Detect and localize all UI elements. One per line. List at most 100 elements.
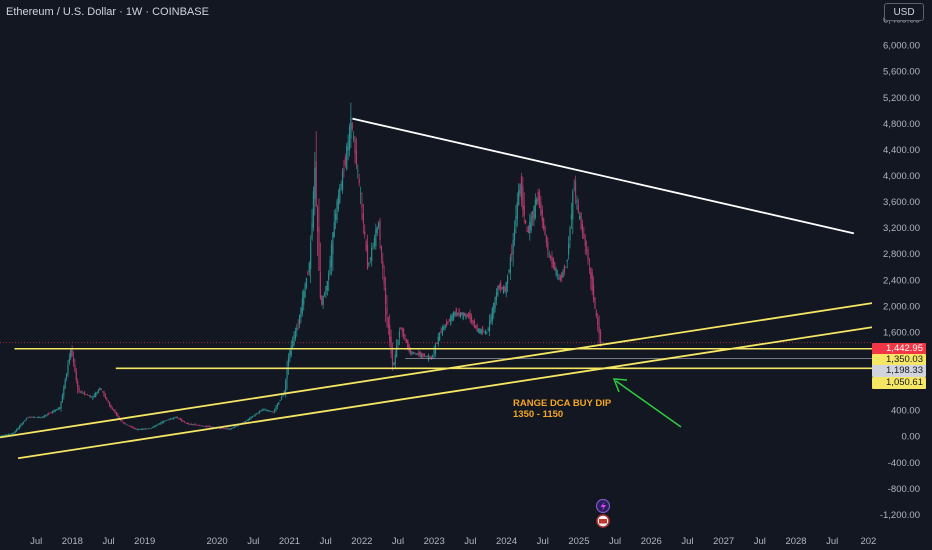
candle-body xyxy=(556,274,559,276)
candle-body xyxy=(179,418,181,421)
symbol-title: Ethereum / U.S. Dollar · 1W · COINBASE xyxy=(6,6,209,18)
candle-body xyxy=(362,212,364,224)
arrow-head xyxy=(612,378,628,393)
candle-body xyxy=(547,241,549,251)
candle-body xyxy=(454,312,456,317)
candle-body xyxy=(328,274,330,281)
candle-body xyxy=(9,434,11,435)
candle-body xyxy=(500,282,502,291)
candle-body xyxy=(339,187,341,203)
candle-body xyxy=(89,395,91,398)
candle-body xyxy=(143,428,145,430)
candle-body xyxy=(504,286,506,292)
candle-body xyxy=(88,395,90,397)
candle-body xyxy=(469,312,471,320)
currency-button[interactable]: USD xyxy=(884,3,924,21)
candle-body xyxy=(82,392,84,394)
candle-body xyxy=(90,396,93,398)
y-tick-label: 5,600.00 xyxy=(883,67,920,78)
candle-body xyxy=(0,435,1,437)
candle-body xyxy=(106,398,108,400)
candle-body xyxy=(536,199,538,205)
x-tick-label: 2026 xyxy=(641,536,662,547)
candle-body xyxy=(455,308,457,316)
x-tick-label: 2020 xyxy=(207,536,228,547)
candle-body xyxy=(74,364,76,371)
candle-body xyxy=(459,312,462,318)
candle-body xyxy=(86,394,88,396)
x-tick-label: Jul xyxy=(609,536,621,547)
candle-body xyxy=(561,273,563,278)
candle-body xyxy=(232,427,234,429)
candle-body xyxy=(136,429,138,431)
candle-body xyxy=(68,358,70,363)
candle-body xyxy=(14,431,16,433)
candle-body xyxy=(43,415,45,418)
candle-body xyxy=(282,394,284,396)
candle-body xyxy=(586,249,588,251)
candle-body xyxy=(34,417,36,418)
candle-body xyxy=(110,404,112,408)
candle-body xyxy=(470,316,473,322)
candle-body xyxy=(275,407,277,411)
candle-body xyxy=(189,424,191,425)
candle-body xyxy=(322,296,324,305)
candle-body xyxy=(512,239,514,254)
candle-body xyxy=(389,325,391,342)
candle-body xyxy=(20,424,22,427)
candle-body xyxy=(432,355,434,358)
candle-body xyxy=(461,312,463,316)
candle-body xyxy=(323,293,326,295)
candle-body xyxy=(407,339,409,349)
candle-body xyxy=(61,395,64,403)
candle-body xyxy=(102,391,104,393)
candle-body xyxy=(444,325,446,329)
x-tick-label: 2028 xyxy=(785,536,806,547)
candle-body xyxy=(368,262,370,265)
candle-body xyxy=(569,227,571,241)
candle-body xyxy=(523,205,525,216)
candle-body xyxy=(47,413,50,415)
candle-body xyxy=(347,141,349,151)
y-tick-label: 2,400.00 xyxy=(883,275,920,286)
candle-body xyxy=(572,191,574,220)
candle-body xyxy=(203,425,205,427)
candle-body xyxy=(594,297,596,309)
candle-body xyxy=(190,423,192,425)
candle-body xyxy=(107,401,109,403)
x-tick-label: Jul xyxy=(826,536,838,547)
candle-body xyxy=(276,404,278,407)
candle-body xyxy=(541,210,543,222)
candle-body xyxy=(583,233,585,239)
candle-body xyxy=(142,428,144,430)
candle-body xyxy=(204,426,206,427)
candle-body xyxy=(341,171,344,190)
candle-body xyxy=(113,409,115,412)
flag-glyph xyxy=(599,519,607,524)
candle-body xyxy=(262,409,265,411)
candle-body xyxy=(387,317,389,328)
candle-body xyxy=(348,126,351,151)
candle-body xyxy=(149,428,151,430)
candle-body xyxy=(111,407,113,410)
candle-body xyxy=(81,390,83,394)
candle-body xyxy=(231,428,233,430)
candle-body xyxy=(228,428,230,430)
candle-body xyxy=(251,416,254,418)
candle-body xyxy=(122,422,125,424)
candle-body xyxy=(552,258,554,268)
candle-body xyxy=(104,395,107,398)
candle-body xyxy=(176,417,179,419)
candle-body xyxy=(353,136,355,139)
candle-body xyxy=(335,213,337,221)
y-tick-label: 6,000.00 xyxy=(883,41,920,52)
candle-body xyxy=(10,433,12,435)
candle-body xyxy=(78,387,80,392)
candle-body xyxy=(139,429,141,430)
candle-body xyxy=(286,367,288,380)
candle-body xyxy=(3,435,5,436)
y-tick-label: -800.00 xyxy=(888,484,920,495)
candle-body xyxy=(336,200,338,221)
x-tick-label: Jul xyxy=(392,536,404,547)
